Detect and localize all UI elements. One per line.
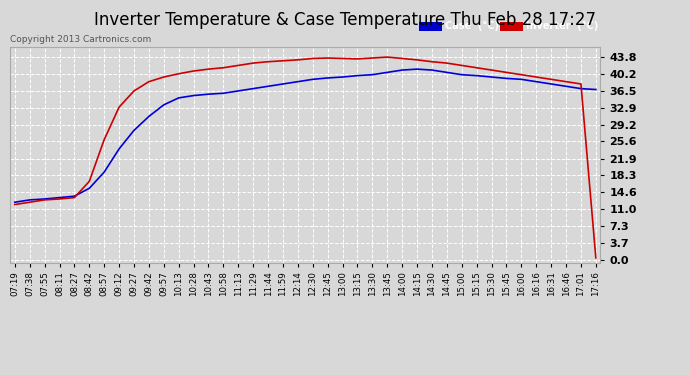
Legend: Case  (°C), Inverter  (°C): Case (°C), Inverter (°C) — [415, 19, 600, 33]
Text: Inverter Temperature & Case Temperature Thu Feb 28 17:27: Inverter Temperature & Case Temperature … — [94, 11, 596, 29]
Text: Copyright 2013 Cartronics.com: Copyright 2013 Cartronics.com — [10, 35, 152, 44]
